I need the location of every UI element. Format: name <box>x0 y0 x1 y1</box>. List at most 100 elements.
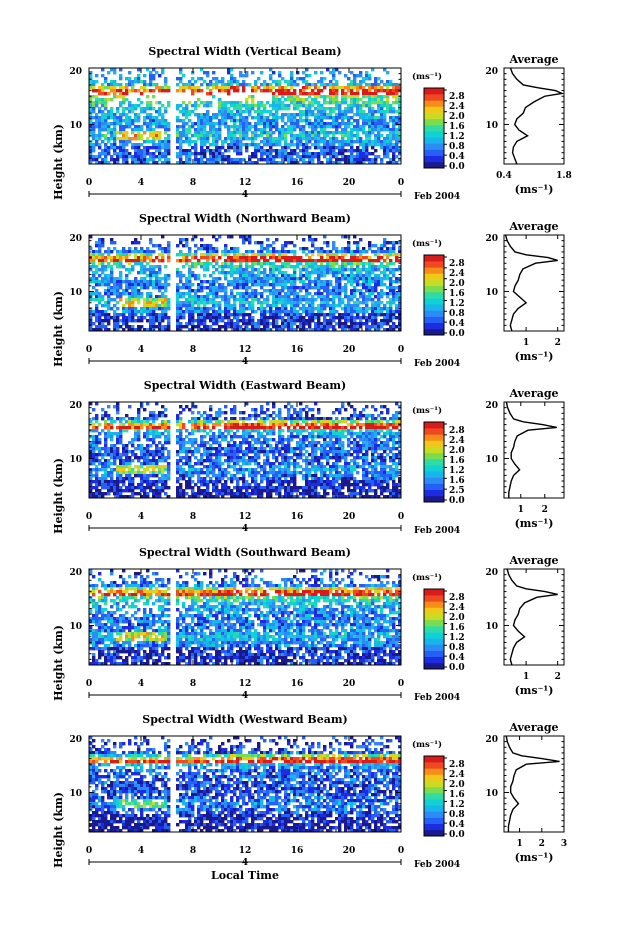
heatmap-cell <box>230 265 234 269</box>
heatmap-cell <box>215 316 219 320</box>
heatmap-cell <box>266 161 270 164</box>
heatmap-cell <box>341 89 345 93</box>
heatmap-cell <box>167 316 171 320</box>
heatmap-cell <box>89 161 93 164</box>
heatmap-cell <box>344 310 348 314</box>
heatmap-cell <box>164 298 168 302</box>
heatmap-cell <box>365 283 369 287</box>
heatmap-cell <box>281 271 285 275</box>
heatmap-cell <box>212 116 216 120</box>
heatmap-cell <box>185 307 189 311</box>
heatmap-cell <box>119 274 123 278</box>
heatmap-cell <box>200 89 204 93</box>
heatmap-cell <box>350 149 354 153</box>
heatmap-cell <box>179 110 183 114</box>
heatmap-cell <box>326 280 330 284</box>
heatmap-cell <box>95 289 99 293</box>
heatmap-cell <box>368 101 372 105</box>
heatmap-cell <box>251 283 255 287</box>
heatmap-cell <box>101 98 105 102</box>
heatmap-cell <box>266 402 270 406</box>
heatmap-cell <box>359 301 363 305</box>
heatmap-cell <box>374 289 378 293</box>
heatmap-cell <box>302 125 306 129</box>
heatmap-cell <box>281 146 285 150</box>
heatmap-cell <box>143 119 147 123</box>
heatmap-cell <box>188 140 192 144</box>
heatmap-cell <box>299 423 303 427</box>
heatmap-cell <box>113 262 117 266</box>
heatmap-cell <box>260 292 264 296</box>
heatmap-cell <box>260 277 264 281</box>
heatmap-cell <box>149 113 153 117</box>
heatmap-cell <box>185 137 189 141</box>
colorbar-frame <box>423 254 445 336</box>
heatmap-cell <box>284 113 288 117</box>
heatmap-cell <box>179 77 183 81</box>
heatmap-cell <box>290 113 294 117</box>
heatmap-cell <box>284 417 288 421</box>
heatmap-cell <box>365 250 369 254</box>
heatmap-cell <box>257 328 261 331</box>
heatmap-cell <box>254 289 258 293</box>
heatmap-cell <box>134 241 138 245</box>
heatmap-cell <box>326 286 330 290</box>
heatmap-cell <box>278 289 282 293</box>
heatmap-cell <box>371 289 375 293</box>
heatmap-cell <box>215 134 219 138</box>
heatmap-cell <box>389 241 393 245</box>
heatmap-cell <box>101 113 105 117</box>
heatmap-cell <box>323 265 327 269</box>
heatmap-cell <box>134 113 138 117</box>
heatmap-cell <box>158 289 162 293</box>
heatmap-cell <box>188 155 192 159</box>
heatmap-cell <box>344 149 348 153</box>
heatmap-cell <box>254 408 258 412</box>
heatmap-cell <box>377 134 381 138</box>
heatmap-cell <box>263 289 267 293</box>
heatmap-cell <box>152 259 156 263</box>
heatmap-cell <box>167 125 171 129</box>
heatmap-cell <box>272 268 276 272</box>
heatmap-cell <box>128 295 132 299</box>
heatmap-cell <box>323 301 327 305</box>
heatmap-cell <box>89 316 93 320</box>
heatmap-cell <box>212 319 216 323</box>
heatmap-cell <box>290 83 294 87</box>
heatmap-cell <box>338 313 342 317</box>
heatmap-cell <box>191 146 195 150</box>
heatmap-cell <box>182 161 186 164</box>
heatmap-cell <box>89 125 93 129</box>
heatmap-cell <box>215 417 219 421</box>
heatmap-cell <box>152 316 156 320</box>
heatmap-cell <box>353 101 357 105</box>
heatmap-cell <box>137 301 141 305</box>
heatmap-cell <box>305 152 309 156</box>
heatmap-cell <box>344 74 348 78</box>
heatmap-cell <box>311 298 315 302</box>
heatmap-cell <box>362 161 366 164</box>
heatmap-cell <box>224 411 228 415</box>
heatmap-cell <box>377 77 381 81</box>
heatmap-cell <box>338 322 342 326</box>
heatmap-cell <box>149 313 153 317</box>
heatmap-cell <box>359 417 363 421</box>
heatmap-cell <box>329 298 333 302</box>
heatmap-cell <box>128 304 132 308</box>
heatmap-cell <box>203 274 207 278</box>
heatmap-cell <box>395 116 399 120</box>
heatmap-cell <box>233 265 237 269</box>
colorbar-swatch <box>424 267 444 274</box>
heatmap-cell <box>311 241 315 245</box>
heatmap-cell <box>248 322 252 326</box>
heatmap-cell <box>281 322 285 326</box>
heatmap-cell <box>389 253 393 257</box>
heatmap-cell <box>359 161 363 164</box>
heatmap-cell <box>179 280 183 284</box>
heatmap-cell <box>197 134 201 138</box>
heatmap-cell <box>341 155 345 159</box>
heatmap-cell <box>95 155 99 159</box>
heatmap-cell <box>290 71 294 75</box>
heatmap-cell <box>89 77 93 81</box>
heatmap-cell <box>110 116 114 120</box>
